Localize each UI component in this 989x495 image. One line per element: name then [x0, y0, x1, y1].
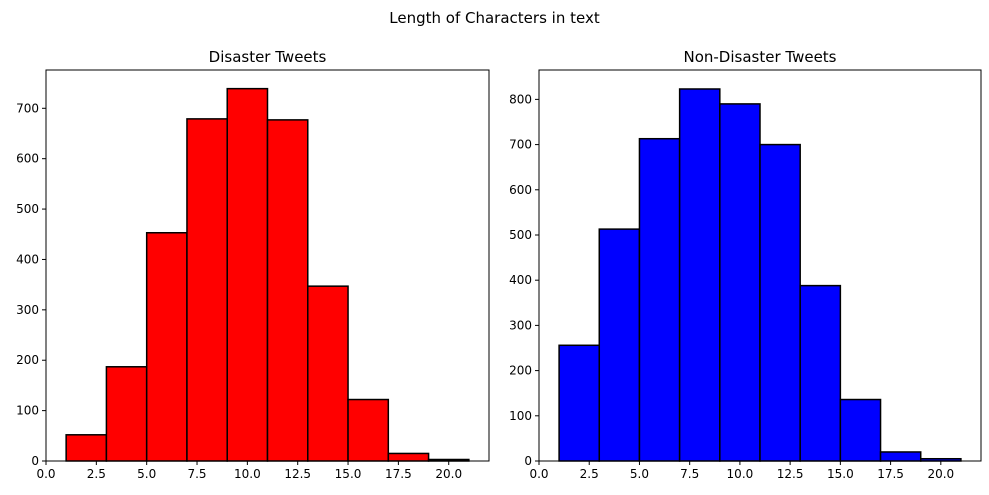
non-disaster-x-tick-label: 10.0 — [727, 467, 754, 481]
disaster-y-tick-label: 500 — [16, 202, 39, 216]
non-disaster-y-tick-label: 400 — [509, 273, 532, 287]
disaster-axes-frame — [45, 69, 490, 462]
disaster-x-tick-label: 17.5 — [385, 467, 412, 481]
disaster-y-tick-label: 200 — [16, 353, 39, 367]
non-disaster-y-tick-label: 200 — [509, 364, 532, 378]
disaster-y-tick-label: 400 — [16, 252, 39, 266]
disaster-x-tick-label: 20.0 — [435, 467, 462, 481]
non-disaster-axes-frame — [538, 69, 982, 462]
non-disaster-y-tick-label: 500 — [509, 228, 532, 242]
non-disaster-bar — [759, 143, 801, 462]
non-disaster-tweets-panel: 0.0 2.5 5.0 7.5 10.0 12.5 15.0 17.5 20.0 0 100 200 3… — [509, 48, 982, 481]
non-disaster-bar — [638, 137, 681, 462]
disaster-x-tick-label: 7.5 — [187, 467, 206, 481]
disaster-y-tick-label: 300 — [16, 303, 39, 317]
non-disaster-y-tick-label: 0 — [524, 454, 532, 468]
disaster-bar — [266, 119, 309, 462]
non-disaster-y-tick-label: 300 — [509, 318, 532, 332]
disaster-x-tick-label: 15.0 — [335, 467, 362, 481]
disaster-bar — [65, 434, 108, 462]
non-disaster-x-tick-label: 20.0 — [927, 467, 954, 481]
non-disaster-y-tick-label: 600 — [509, 183, 532, 197]
non-disaster-bar — [719, 103, 761, 462]
disaster-bar — [347, 398, 390, 462]
non-disaster-panel-title: Non-Disaster Tweets — [683, 48, 836, 66]
disaster-y-tick-label: 700 — [16, 101, 39, 115]
disaster-x-tick-label: 2.5 — [87, 467, 106, 481]
disaster-bar — [186, 118, 228, 462]
non-disaster-x-tick-label: 0.0 — [529, 467, 548, 481]
disaster-panel-title: Disaster Tweets — [209, 48, 327, 66]
disaster-x-tick-label: 12.5 — [284, 467, 311, 481]
disaster-tweets-panel: 0.0 2.5 5.0 7.5 10.0 12.5 15.0 17.5 20.0 0 100 200 3… — [16, 48, 490, 481]
non-disaster-y-tick-label: 800 — [509, 92, 532, 106]
disaster-y-tick-label: 0 — [31, 454, 39, 468]
non-disaster-x-tick-label: 15.0 — [827, 467, 854, 481]
non-disaster-bar — [879, 451, 922, 462]
non-disaster-y-tick-label: 700 — [509, 138, 532, 152]
non-disaster-bar — [558, 344, 601, 462]
disaster-y-tick-label: 600 — [16, 152, 39, 166]
non-disaster-x-tick-label: 7.5 — [680, 467, 699, 481]
disaster-y-tick-label: 100 — [16, 404, 39, 418]
figure-suptitle: Length of Characters in text — [389, 9, 600, 27]
disaster-bar — [226, 87, 269, 462]
non-disaster-bar — [799, 284, 842, 462]
disaster-bar — [145, 231, 188, 462]
disaster-x-tick-label: 0.0 — [36, 467, 55, 481]
non-disaster-x-tick-label: 5.0 — [630, 467, 649, 481]
disaster-bar — [307, 285, 349, 462]
non-disaster-x-tick-label: 17.5 — [877, 467, 904, 481]
non-disaster-y-tick-label: 100 — [509, 409, 532, 423]
non-disaster-bar — [839, 398, 882, 462]
non-disaster-bar — [598, 228, 641, 462]
disaster-bar — [105, 366, 148, 462]
non-disaster-bar — [678, 88, 721, 462]
disaster-x-tick-label: 10.0 — [234, 467, 261, 481]
disaster-bar — [387, 452, 430, 462]
non-disaster-x-tick-label: 2.5 — [580, 467, 599, 481]
disaster-x-tick-label: 5.0 — [137, 467, 156, 481]
non-disaster-x-tick-label: 12.5 — [777, 467, 804, 481]
